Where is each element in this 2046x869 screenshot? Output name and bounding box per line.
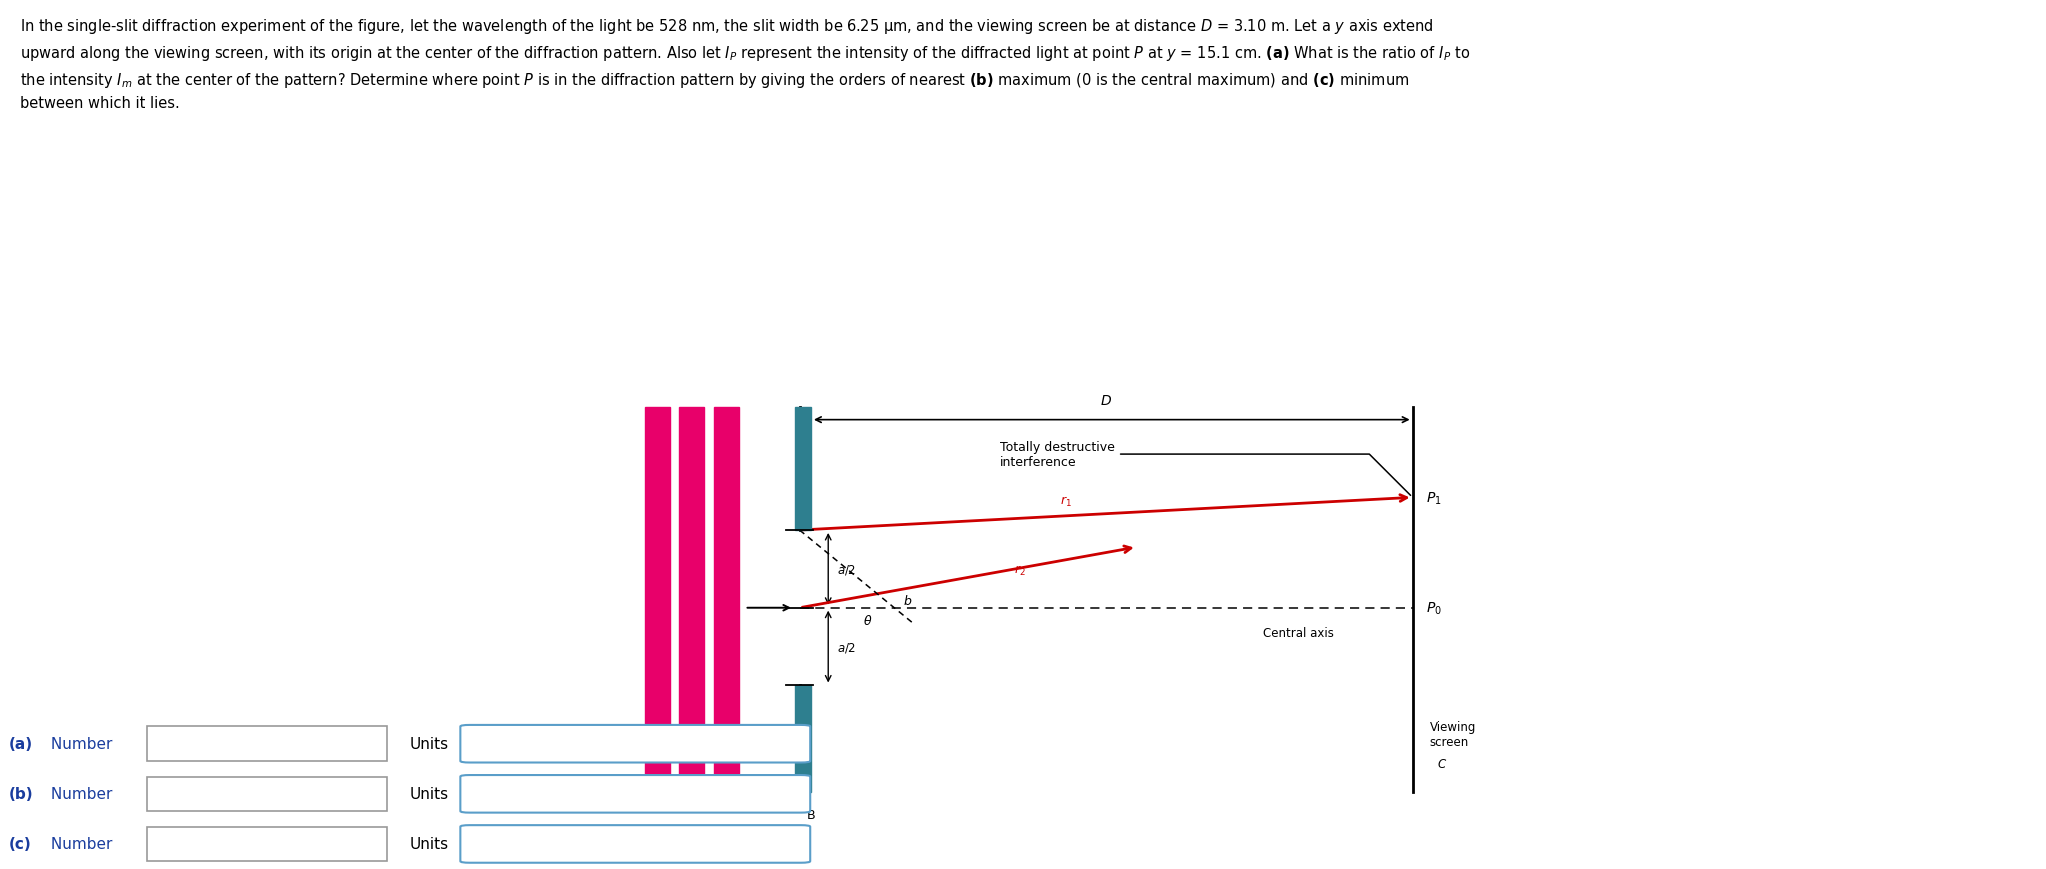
Text: (a): (a) (10, 736, 33, 752)
FancyBboxPatch shape (460, 775, 810, 813)
Text: 0: 0 (155, 786, 166, 801)
Text: $a/2$: $a/2$ (837, 562, 857, 576)
Text: Units: Units (409, 837, 448, 852)
Text: $P_1$: $P_1$ (1426, 489, 1442, 506)
FancyBboxPatch shape (460, 725, 810, 763)
Text: ⬡: ⬡ (782, 789, 792, 799)
Text: 1: 1 (155, 837, 166, 852)
Text: 0.28747: 0.28747 (155, 736, 219, 752)
Text: (b): (b) (10, 786, 35, 801)
Text: Number: Number (47, 786, 113, 801)
Text: $r_1$: $r_1$ (1060, 494, 1072, 508)
Text: $b$: $b$ (902, 593, 913, 607)
Text: Number: Number (47, 736, 113, 752)
Text: ⬡: ⬡ (782, 739, 792, 749)
Text: B: B (806, 808, 816, 821)
FancyBboxPatch shape (460, 826, 810, 863)
Text: $\theta$: $\theta$ (863, 614, 872, 627)
Text: Central axis: Central axis (1262, 627, 1334, 640)
Text: (c): (c) (10, 837, 33, 852)
Bar (796, 686, 810, 792)
Text: This answer has no units: This answer has no units (479, 787, 644, 800)
Bar (679, 408, 704, 792)
Bar (796, 408, 810, 530)
Text: Units: Units (409, 736, 448, 752)
Text: $P_0$: $P_0$ (1426, 600, 1442, 616)
Text: This answer has no units: This answer has no units (479, 838, 644, 851)
Text: This answer has no units: This answer has no units (479, 738, 644, 750)
Text: C: C (1438, 757, 1447, 770)
Text: $r_2$: $r_2$ (1015, 564, 1025, 578)
Text: Viewing
screen: Viewing screen (1430, 720, 1475, 748)
Text: $a/2$: $a/2$ (837, 640, 857, 653)
Text: Incident
wave: Incident wave (655, 837, 704, 865)
Text: In the single-slit diffraction experiment of the figure, let the wavelength of t: In the single-slit diffraction experimen… (20, 17, 1471, 111)
Bar (147, 826, 387, 861)
Text: ⬡: ⬡ (782, 839, 792, 849)
Text: Units: Units (409, 786, 448, 801)
Bar (147, 777, 387, 811)
Bar (147, 726, 387, 761)
Text: $D$: $D$ (1101, 394, 1113, 408)
Bar (644, 408, 671, 792)
Bar (714, 408, 739, 792)
Text: Totally destructive
interference: Totally destructive interference (1000, 441, 1410, 496)
Text: Number: Number (47, 837, 113, 852)
